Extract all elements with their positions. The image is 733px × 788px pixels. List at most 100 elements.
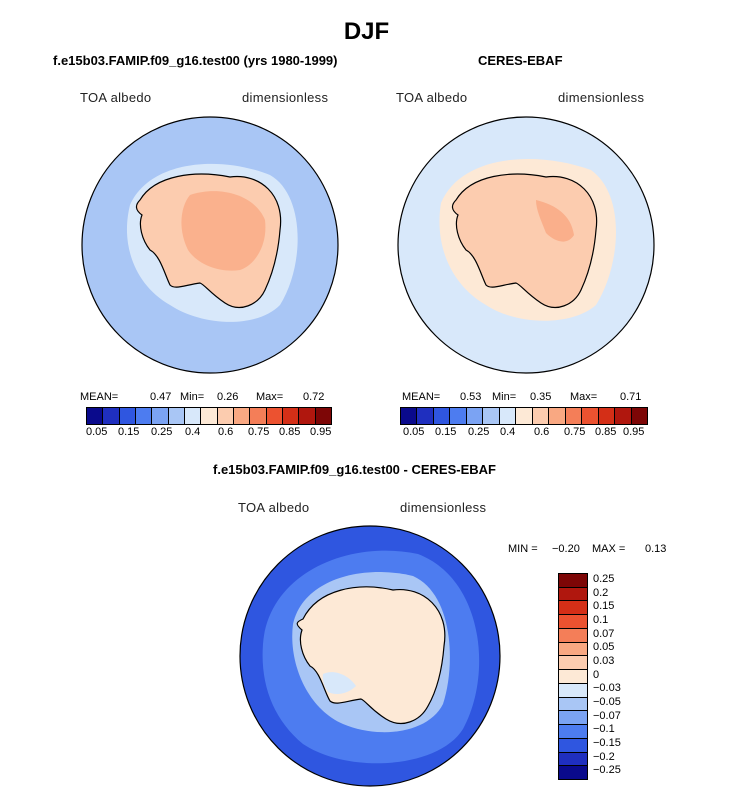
- diff-colorbar-swatch: [559, 697, 587, 712]
- model-min-label: Min=: [180, 391, 205, 403]
- colorbar-swatch: [582, 408, 599, 424]
- colorbar-swatch: [401, 408, 418, 424]
- obs-tick: 0.4: [500, 426, 516, 438]
- diff-colorbar-tick: −0.2: [593, 750, 615, 763]
- model-panel-title: f.e15b03.FAMIP.f09_g16.test00 (yrs 1980-…: [53, 53, 338, 68]
- obs-tick: 0.25: [468, 426, 490, 438]
- diff-colorbar-tick: 0.03: [593, 654, 615, 667]
- diff-colorbar-tick: 0.2: [593, 586, 609, 599]
- diff-polar-map: [239, 525, 501, 787]
- model-tick: 0.25: [151, 426, 173, 438]
- diff-units-label: dimensionless: [400, 500, 487, 515]
- colorbar-swatch: [315, 408, 331, 424]
- obs-tick: 0.95: [623, 426, 645, 438]
- diff-colorbar-tick: −0.1: [593, 723, 615, 736]
- diff-colorbar-swatch: [559, 738, 587, 753]
- colorbar-swatch: [201, 408, 218, 424]
- diff-colorbar-swatch: [559, 670, 587, 684]
- model-mean-label: MEAN=: [80, 391, 119, 403]
- obs-max-value: 0.71: [620, 391, 642, 403]
- diff-colorbar-tick: −0.07: [593, 709, 621, 722]
- diff-colorbar-tick: −0.15: [593, 736, 621, 749]
- colorbar-swatch: [532, 408, 550, 424]
- obs-antarctica-land: [451, 173, 598, 308]
- obs-units-label: dimensionless: [558, 90, 645, 105]
- diff-colorbar-tick: −0.25: [593, 764, 621, 777]
- obs-min-label: Min=: [492, 391, 517, 403]
- colorbar-swatch: [103, 408, 120, 424]
- diff-coastal-field: [322, 672, 356, 694]
- diff-colorbar-tick: 0: [593, 668, 600, 681]
- colorbar-swatch: [483, 408, 500, 424]
- diff-colorbar-tick: −0.03: [593, 682, 621, 695]
- obs-mean-value: 0.53: [460, 391, 482, 403]
- colorbar-swatch: [631, 408, 648, 424]
- obs-tick: 0.15: [435, 426, 457, 438]
- colorbar-swatch: [433, 408, 451, 424]
- model-tick: 0.85: [279, 426, 301, 438]
- diff-max-value: 0.13: [645, 543, 667, 555]
- diff-colorbar-tick: −0.05: [593, 695, 621, 708]
- model-units-label: dimensionless: [242, 90, 329, 105]
- colorbar-swatch: [417, 408, 434, 424]
- diff-colorbar-swatch: [559, 656, 587, 671]
- diff-min-label: MIN =: [508, 543, 538, 555]
- obs-colorbar: [400, 407, 648, 425]
- colorbar-swatch: [499, 408, 517, 424]
- diff-colorbar-swatch: [559, 642, 587, 657]
- colorbar-swatch: [250, 408, 267, 424]
- diff-colorbar-swatch: [559, 752, 587, 767]
- page-title: DJF: [343, 18, 390, 45]
- obs-polar-map: [397, 116, 655, 374]
- colorbar-swatch: [299, 408, 316, 424]
- colorbar-swatch: [233, 408, 251, 424]
- obs-colorbar-ticks: 0.05 0.15 0.25 0.4 0.6 0.75 0.85 0.95: [400, 426, 646, 440]
- model-polar-map: [81, 116, 339, 374]
- colorbar-swatch: [598, 408, 616, 424]
- model-tick: 0.6: [218, 426, 234, 438]
- model-max-label: Max=: [256, 391, 284, 403]
- model-tick: 0.4: [185, 426, 201, 438]
- colorbar-swatch: [184, 408, 202, 424]
- model-plateau-field: [181, 191, 266, 271]
- diff-colorbar-swatch: [559, 683, 587, 698]
- model-colorbar: [86, 407, 332, 425]
- diff-colorbar-tick: 0.25: [593, 572, 615, 585]
- diff-max-label: MAX =: [592, 543, 626, 555]
- colorbar-swatch: [266, 408, 283, 424]
- diff-colorbar-swatch: [559, 574, 587, 588]
- colorbar-swatch: [119, 408, 136, 424]
- obs-tick: 0.05: [403, 426, 425, 438]
- colorbar-swatch: [565, 408, 583, 424]
- colorbar-swatch: [282, 408, 300, 424]
- colorbar-swatch: [549, 408, 566, 424]
- diff-colorbar-swatch: [559, 601, 587, 616]
- diff-colorbar-tick: 0.1: [593, 613, 609, 626]
- diff-colorbar-swatch: [559, 587, 587, 602]
- obs-max-label: Max=: [570, 391, 598, 403]
- colorbar-swatch: [466, 408, 484, 424]
- diff-colorbar-swatch: [559, 766, 587, 780]
- model-mean-value: 0.47: [150, 391, 172, 403]
- obs-plateau-field: [536, 200, 574, 242]
- colorbar-swatch: [217, 408, 234, 424]
- colorbar-swatch: [516, 408, 533, 424]
- colorbar-swatch: [450, 408, 467, 424]
- obs-tick: 0.75: [564, 426, 586, 438]
- colorbar-swatch: [168, 408, 185, 424]
- model-max-value: 0.72: [303, 391, 325, 403]
- obs-tick: 0.6: [534, 426, 550, 438]
- diff-panel-title: f.e15b03.FAMIP.f09_g16.test00 - CERES-EB…: [213, 462, 496, 477]
- diff-colorbar-tick: 0.07: [593, 627, 615, 640]
- diff-colorbar-tick: 0.05: [593, 641, 615, 654]
- diff-colorbar-swatch: [559, 725, 587, 739]
- diff-min-value: −0.20: [552, 543, 580, 555]
- model-tick: 0.15: [118, 426, 140, 438]
- colorbar-swatch: [615, 408, 632, 424]
- obs-variable-label: TOA albedo: [396, 90, 468, 105]
- model-tick: 0.95: [310, 426, 332, 438]
- obs-tick: 0.85: [595, 426, 617, 438]
- diff-colorbar-swatch: [559, 615, 587, 629]
- diff-colorbar-tick: 0.15: [593, 600, 615, 613]
- colorbar-swatch: [87, 408, 104, 424]
